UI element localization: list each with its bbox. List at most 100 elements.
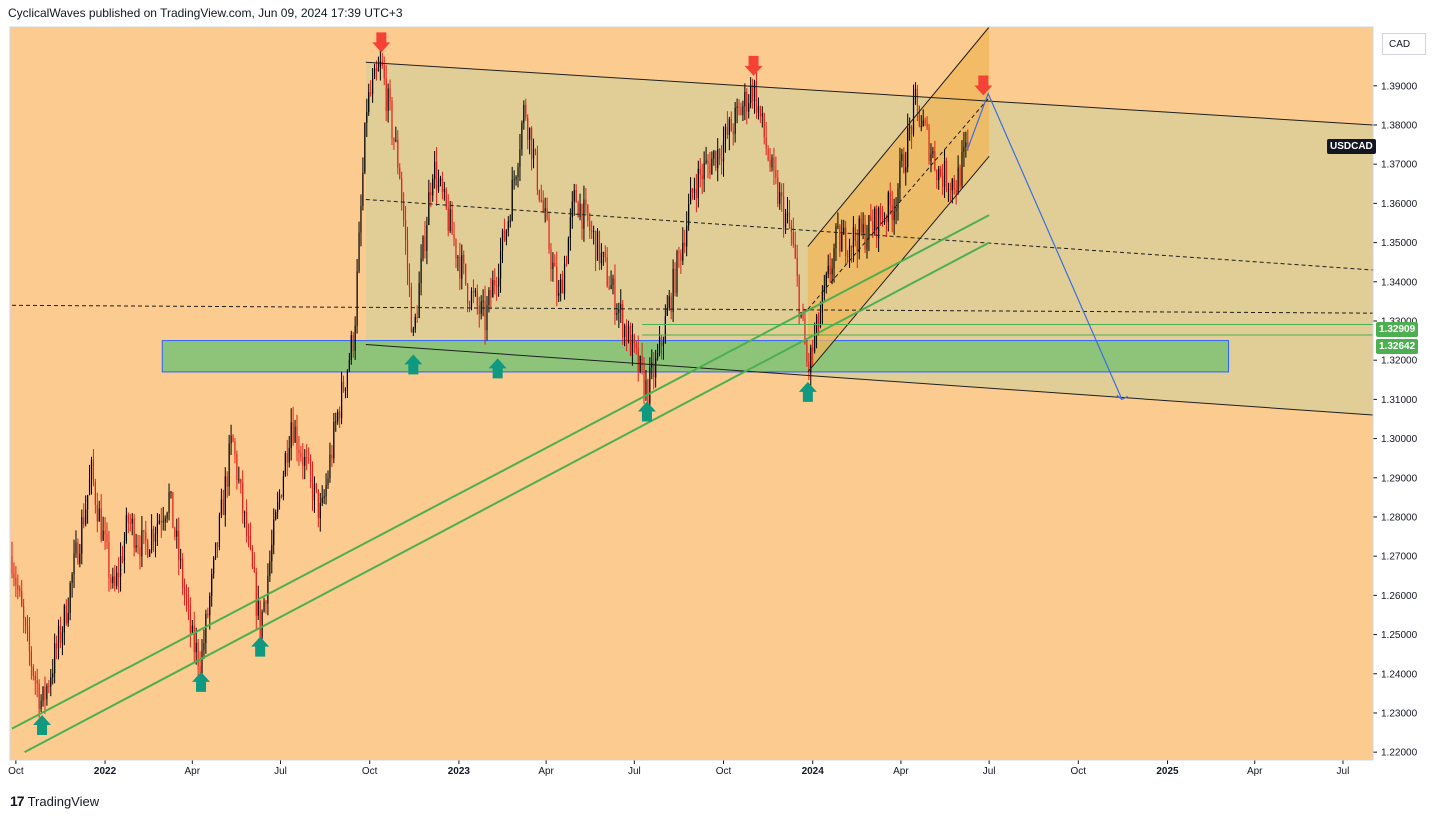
candle-body (52, 673, 54, 678)
candle-body (794, 244, 796, 258)
candle-body (612, 278, 614, 285)
candle-body (515, 177, 517, 180)
candle-body (736, 106, 738, 108)
up-arrow-icon (488, 358, 507, 379)
candle-body (168, 492, 170, 513)
candle-body (90, 459, 93, 480)
candle-body (81, 517, 83, 554)
candle-body (542, 200, 544, 212)
candle-body (414, 317, 416, 329)
candle-body (724, 126, 727, 142)
candle-body (401, 178, 403, 201)
candle-body (327, 478, 329, 486)
candle-body (474, 290, 476, 293)
candle-body (732, 131, 734, 134)
candle-body (490, 290, 492, 298)
candle-body (24, 618, 27, 626)
y-axis: 1.39000 1.38000 1.37000 1.36000 1.35000 1.340… (1372, 27, 1418, 760)
candle-body (92, 459, 95, 483)
candle-body (220, 499, 222, 516)
candle-body (296, 426, 298, 450)
candle-body (792, 231, 794, 245)
candle-body (647, 380, 649, 404)
candle-body (796, 257, 798, 277)
candle-body (373, 68, 376, 79)
candle-body (600, 252, 602, 264)
candle-body (389, 88, 391, 101)
candle-body (961, 151, 963, 186)
candle-body (759, 105, 761, 117)
candle-body (815, 315, 818, 336)
rising-channel-mid (807, 97, 990, 310)
candle-body (315, 483, 317, 490)
candle-body (257, 600, 259, 616)
y-tick-label: 1.39000 (1381, 81, 1418, 92)
candle-body (87, 494, 89, 510)
tradingview-logo-icon: 17 (10, 793, 25, 809)
candle-body (720, 159, 723, 162)
candle-body (71, 574, 73, 584)
y-tick-label: 1.24000 (1381, 669, 1418, 680)
candle-body (593, 231, 595, 233)
candle-body (684, 242, 686, 247)
y-tick-label: 1.22000 (1381, 748, 1418, 759)
candle-body (468, 304, 471, 307)
tradingview-brand: TradingView (27, 793, 100, 809)
rising-channel-upper (807, 26, 990, 247)
candle-body (329, 454, 331, 479)
footer-branding[interactable]: 17 TradingView (10, 793, 99, 809)
candle-body (275, 512, 277, 520)
candle-body (856, 240, 858, 253)
candle-body (119, 555, 122, 578)
candle-body (686, 225, 688, 247)
candle-body (936, 169, 938, 181)
currency-button[interactable]: CAD (1382, 33, 1426, 55)
candle-body (660, 337, 663, 347)
candle-body (571, 201, 573, 218)
candle-body (478, 305, 480, 314)
candle-body (693, 188, 696, 193)
candle-body (247, 535, 250, 537)
candle-body (470, 291, 473, 307)
down-arrow-icon (744, 55, 763, 76)
candle-body (145, 532, 147, 541)
candle-body (814, 335, 816, 352)
candle-body (930, 153, 932, 161)
candle-body (368, 92, 370, 113)
candle-body (288, 448, 290, 463)
candle-body (918, 105, 920, 127)
candle-body (614, 278, 616, 315)
candle-body (682, 242, 684, 261)
candle-body (426, 224, 428, 252)
candle-body (259, 600, 261, 638)
candle-body (835, 226, 837, 249)
candle-body (763, 113, 765, 138)
candle-body (742, 106, 744, 116)
candle-body (238, 479, 240, 481)
candle-body (670, 296, 672, 313)
candle-body (532, 149, 535, 160)
candle-body (926, 123, 928, 128)
candle-body (234, 441, 236, 455)
candle-body (567, 238, 570, 264)
candle-body (83, 517, 85, 525)
candle-body (302, 457, 304, 466)
candle-body (377, 67, 380, 71)
candle-body (255, 571, 257, 616)
candle-body (331, 454, 333, 459)
candle-body (658, 337, 661, 354)
candle-body (529, 127, 531, 140)
candle-body (21, 590, 23, 607)
candle-body (304, 456, 306, 466)
candle-body (945, 160, 948, 190)
candle-body (133, 518, 135, 548)
candle-body (645, 380, 647, 397)
candle-body (154, 533, 157, 542)
candle-body (548, 218, 550, 250)
candle-body (282, 476, 285, 498)
candle-body (286, 452, 288, 463)
candle-body (321, 497, 323, 503)
candle-body (728, 119, 730, 135)
candle-body (455, 239, 457, 258)
